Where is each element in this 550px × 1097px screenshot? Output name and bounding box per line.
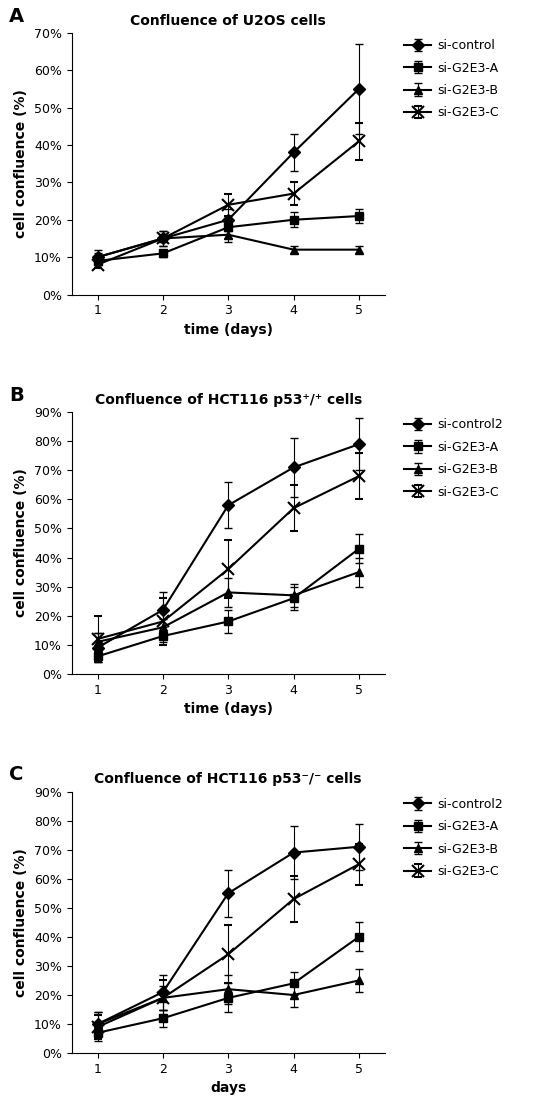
Y-axis label: cell confluence (%): cell confluence (%) (14, 468, 28, 618)
X-axis label: days: days (210, 1082, 246, 1096)
Y-axis label: cell confluence (%): cell confluence (%) (14, 848, 28, 997)
Legend: si-control, si-G2E3-A, si-G2E3-B, si-G2E3-C: si-control, si-G2E3-A, si-G2E3-B, si-G2E… (404, 39, 499, 120)
Text: A: A (9, 7, 24, 25)
X-axis label: time (days): time (days) (184, 323, 273, 337)
Y-axis label: cell confluence (%): cell confluence (%) (14, 89, 28, 238)
Text: B: B (9, 386, 24, 405)
X-axis label: time (days): time (days) (184, 702, 273, 716)
Legend: si-control2, si-G2E3-A, si-G2E3-B, si-G2E3-C: si-control2, si-G2E3-A, si-G2E3-B, si-G2… (404, 798, 503, 878)
Title: Confluence of HCT116 p53⁻/⁻ cells: Confluence of HCT116 p53⁻/⁻ cells (95, 772, 362, 787)
Legend: si-control2, si-G2E3-A, si-G2E3-B, si-G2E3-C: si-control2, si-G2E3-A, si-G2E3-B, si-G2… (404, 418, 503, 499)
Text: C: C (9, 766, 23, 784)
Title: Confluence of U2OS cells: Confluence of U2OS cells (130, 13, 326, 27)
Title: Confluence of HCT116 p53⁺/⁺ cells: Confluence of HCT116 p53⁺/⁺ cells (95, 393, 362, 407)
